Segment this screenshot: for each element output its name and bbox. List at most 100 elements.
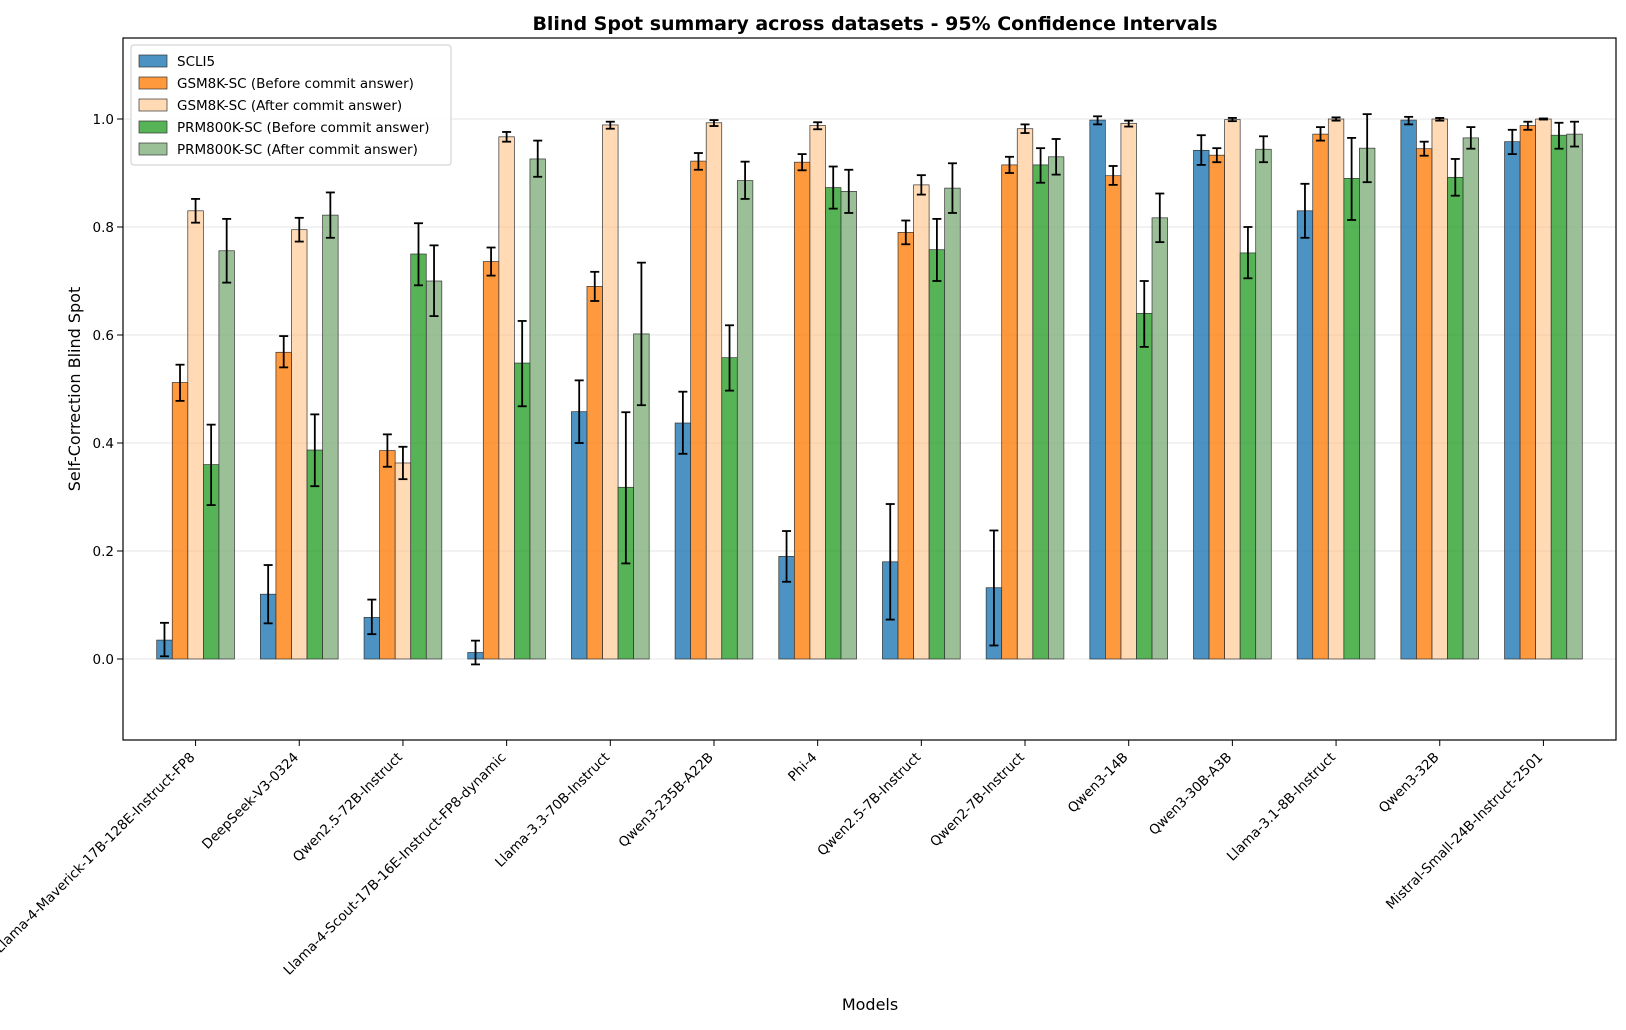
bar bbox=[1255, 148, 1272, 660]
error-bar bbox=[294, 216, 304, 243]
error-bar bbox=[1155, 192, 1165, 244]
error-bar bbox=[175, 363, 185, 402]
error-bar bbox=[263, 564, 273, 625]
x-tick-label: Llama-4-Scout-17B-16E-Instruct-FP8-dynam… bbox=[280, 750, 509, 979]
x-tick-label: Qwen2-7B-Instruct bbox=[927, 750, 1028, 851]
legend-item: GSM8K-SC (Before commit answer) bbox=[138, 76, 414, 92]
error-bar bbox=[367, 598, 377, 636]
bar bbox=[1239, 252, 1257, 660]
legend-frame bbox=[130, 44, 452, 166]
bar bbox=[840, 191, 857, 660]
error-bar bbox=[325, 191, 335, 239]
error-bar bbox=[1300, 182, 1310, 239]
legend-swatch bbox=[138, 120, 168, 134]
bar bbox=[571, 411, 588, 660]
error-bar bbox=[382, 433, 392, 468]
error-bar bbox=[502, 131, 512, 143]
x-tick-label: Llama-3.3-70B-Instruct bbox=[492, 750, 613, 871]
x-tick-label: Qwen3-32B bbox=[1376, 750, 1443, 817]
x-tick-label: Llama-3.1-8B-Instruct bbox=[1224, 750, 1339, 865]
bar bbox=[1447, 176, 1464, 660]
error-bar bbox=[1108, 165, 1118, 186]
error-bar bbox=[901, 219, 911, 246]
error-bar bbox=[206, 423, 216, 507]
legend-item: PRM800K-SC (Before commit answer) bbox=[138, 120, 430, 136]
bar bbox=[410, 253, 427, 660]
bar bbox=[1193, 149, 1210, 660]
error-bar bbox=[1419, 140, 1429, 157]
error-bar bbox=[517, 320, 527, 408]
bar bbox=[1400, 119, 1417, 660]
bar bbox=[1519, 125, 1536, 660]
error-bar bbox=[885, 503, 895, 621]
bar bbox=[1550, 134, 1568, 660]
legend: SCLI5 GSM8K-SC (Before commit answer) GSM8… bbox=[130, 44, 452, 166]
bar bbox=[482, 261, 500, 660]
x-tick-label: Phi-4 bbox=[785, 750, 820, 785]
error-bar bbox=[1020, 123, 1030, 134]
error-bar bbox=[1004, 155, 1014, 174]
error-bar bbox=[621, 411, 631, 565]
x-tick-label: Qwen3-235B-A22B bbox=[615, 750, 716, 851]
bar bbox=[322, 214, 339, 660]
bar bbox=[1296, 210, 1314, 660]
error-bar bbox=[159, 621, 169, 658]
error-bar bbox=[1435, 117, 1445, 122]
legend-label: GSM8K-SC (After commit answer) bbox=[177, 98, 402, 114]
error-bar bbox=[1570, 120, 1580, 148]
x-tick-label: Qwen2.5-7B-Instruct bbox=[814, 750, 924, 860]
bar bbox=[498, 136, 515, 660]
bar bbox=[1136, 313, 1153, 660]
error-bar bbox=[1523, 120, 1533, 131]
bar bbox=[736, 180, 754, 660]
legend-item: PRM800K-SC (After commit answer) bbox=[138, 142, 418, 158]
error-bar bbox=[1538, 117, 1548, 121]
bar bbox=[514, 362, 531, 660]
error-bar bbox=[740, 160, 750, 200]
x-tick-label: Qwen3-14B bbox=[1065, 750, 1132, 817]
bar bbox=[1047, 156, 1065, 660]
error-bar bbox=[813, 121, 823, 131]
error-bar bbox=[1139, 280, 1149, 348]
error-bar bbox=[693, 152, 703, 171]
error-bar bbox=[222, 217, 232, 284]
error-bar bbox=[1124, 119, 1134, 128]
error-bar bbox=[605, 120, 615, 130]
error-bar bbox=[1258, 135, 1268, 164]
bar bbox=[187, 210, 204, 660]
error-bar bbox=[429, 244, 439, 318]
plot-frame bbox=[122, 37, 1617, 741]
legend-item: SCLI5 bbox=[138, 54, 215, 70]
errors-layer bbox=[159, 113, 1580, 666]
legend-item: GSM8K-SC (After commit answer) bbox=[138, 98, 402, 114]
bar bbox=[1032, 164, 1049, 660]
error-bar bbox=[844, 168, 854, 214]
error-bar bbox=[1093, 115, 1103, 126]
bar bbox=[825, 187, 842, 660]
error-bar bbox=[1404, 115, 1414, 126]
x-axis-label: Models bbox=[842, 995, 898, 1014]
bar bbox=[913, 184, 930, 660]
error-bar bbox=[590, 270, 600, 302]
bar bbox=[602, 124, 619, 660]
bar bbox=[944, 187, 961, 660]
bar bbox=[1343, 178, 1360, 660]
error-bar bbox=[1196, 134, 1206, 166]
error-bar bbox=[797, 153, 807, 172]
legend-label: PRM800K-SC (Before commit answer) bbox=[177, 120, 430, 136]
error-bar bbox=[1554, 121, 1564, 150]
bar bbox=[1016, 128, 1034, 660]
error-bar bbox=[725, 324, 735, 392]
bar bbox=[1089, 119, 1106, 660]
error-bar bbox=[1243, 226, 1253, 280]
error-bar bbox=[1051, 138, 1061, 176]
error-bar bbox=[828, 165, 838, 210]
legend-swatch bbox=[138, 142, 168, 156]
x-axis: Llama-4-Maverick-17B-128E-Instruct-FP8 De… bbox=[0, 740, 1546, 978]
bar bbox=[897, 232, 914, 660]
error-bar bbox=[1450, 158, 1460, 197]
bar bbox=[1224, 119, 1241, 660]
bar bbox=[1312, 133, 1329, 660]
y-tick-label: 1.0 bbox=[93, 112, 114, 128]
